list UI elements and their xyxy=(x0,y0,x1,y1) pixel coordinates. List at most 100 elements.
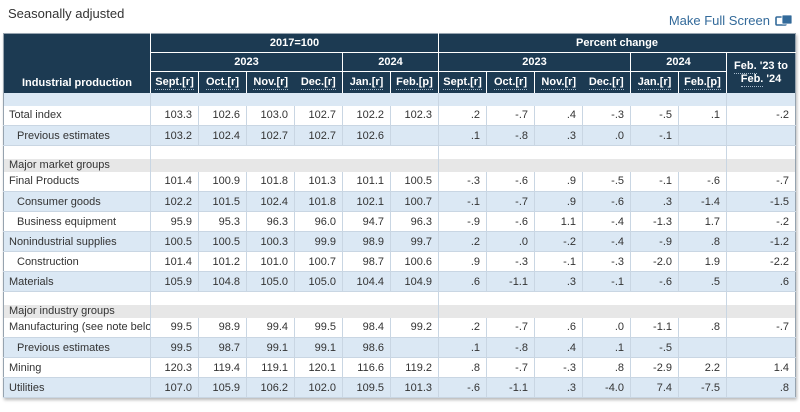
value-cell: -.6 xyxy=(438,377,487,398)
spacer-row xyxy=(4,145,796,159)
value-cell: 102.2 xyxy=(342,105,391,126)
row-label: Mining xyxy=(3,357,151,378)
value-cell: 101.4 xyxy=(150,251,199,272)
value-cell: 95.3 xyxy=(198,211,247,232)
value-cell: 109.5 xyxy=(342,377,391,398)
value-cell xyxy=(725,125,796,146)
empty-cell xyxy=(438,92,727,106)
value-cell: 99.5 xyxy=(294,317,343,338)
value-cell: 99.4 xyxy=(246,317,295,338)
make-full-screen-link[interactable]: Make Full Screen xyxy=(669,13,793,28)
empty-cell xyxy=(725,92,796,106)
value-cell: .1 xyxy=(678,105,727,126)
table-row: Previous estimates 103.2 102.4 102.7 102.7 10… xyxy=(3,125,796,146)
value-cell: .8 xyxy=(582,357,631,378)
value-cell: 119.1 xyxy=(246,357,295,378)
value-cell: .8 xyxy=(678,231,727,252)
year-header-2023-pct: 2023 xyxy=(438,52,631,72)
value-cell: -.1 xyxy=(438,191,487,212)
row-label: Nonindustrial supplies xyxy=(3,231,151,252)
empty-cell xyxy=(150,145,439,159)
col-header-dec-r[interactable]: Dec.[r] xyxy=(582,71,631,93)
col-header-sept-r[interactable]: Sept.[r] xyxy=(150,71,199,93)
col-header-oct-r[interactable]: Oct.[r] xyxy=(486,71,535,93)
col-header-jan-r[interactable]: Jan.[r] xyxy=(630,71,679,93)
value-cell: 107.0 xyxy=(150,377,199,398)
value-cell xyxy=(390,125,439,146)
col-header-dec-r[interactable]: Dec.[r] xyxy=(294,71,343,93)
value-cell: 98.6 xyxy=(342,337,391,358)
value-cell: -.1 xyxy=(630,125,679,146)
value-cell: 98.7 xyxy=(198,337,247,358)
value-cell: 102.6 xyxy=(198,105,247,126)
value-cell: 102.7 xyxy=(246,125,295,146)
industrial-production-table: Industrial production 2017=100 Percent c… xyxy=(3,33,797,398)
table-row: Nonindustrial supplies 100.5 100.5 100.3 99.… xyxy=(3,231,796,252)
value-cell: -.7 xyxy=(486,191,535,212)
value-cell: 120.1 xyxy=(294,357,343,378)
value-cell: 102.6 xyxy=(342,125,391,146)
table-row: Construction 101.4 101.2 101.0 100.7 98.7 100.… xyxy=(3,251,796,272)
value-cell: -.2 xyxy=(725,211,796,232)
value-cell: -.3 xyxy=(486,251,535,272)
group-header-percent-change: Percent change xyxy=(437,33,796,53)
table-row: Consumer goods 102.2 101.5 102.4 101.8 102.1 1… xyxy=(3,191,796,212)
value-cell: .1 xyxy=(438,125,487,146)
empty-cell xyxy=(438,304,727,318)
value-cell: -.6 xyxy=(486,211,535,232)
value-cell: -.6 xyxy=(582,191,631,212)
value-cell: 98.4 xyxy=(342,317,391,338)
value-cell: -.8 xyxy=(486,125,535,146)
value-cell: 101.4 xyxy=(150,171,199,192)
col-header-feb-p[interactable]: Feb.[p] xyxy=(390,71,439,93)
value-cell: 119.4 xyxy=(198,357,247,378)
col-header-feb23-to-feb24[interactable]: Feb. '23 to Feb. '24 xyxy=(725,52,796,93)
value-cell: -.9 xyxy=(438,211,487,232)
value-cell: -.7 xyxy=(486,317,535,338)
value-cell: 1.7 xyxy=(678,211,727,232)
table-row: Mining 120.3 119.4 119.1 120.1 116.6 119.2.8 -.… xyxy=(3,357,796,378)
spacer-row xyxy=(3,92,796,106)
empty-cell xyxy=(438,145,727,159)
value-cell: 104.9 xyxy=(390,271,439,292)
empty-cell xyxy=(725,158,796,172)
section-row: Major market groups xyxy=(3,158,796,172)
value-cell: -.7 xyxy=(725,317,796,338)
col-header-feb-p[interactable]: Feb.[p] xyxy=(678,71,727,93)
col-header-nov-r[interactable]: Nov.[r] xyxy=(534,71,583,93)
value-cell: .6 xyxy=(438,271,487,292)
col-header-jan-r[interactable]: Jan.[r] xyxy=(342,71,391,93)
col-header-nov-r[interactable]: Nov.[r] xyxy=(246,71,295,93)
empty-cell xyxy=(725,145,796,159)
value-cell: -.2 xyxy=(534,231,583,252)
value-cell: .1 xyxy=(582,337,631,358)
col-header-oct-r[interactable]: Oct.[r] xyxy=(198,71,247,93)
value-cell: 98.9 xyxy=(198,317,247,338)
value-cell: -.6 xyxy=(630,271,679,292)
col-header-sept-r[interactable]: Sept.[r] xyxy=(438,71,487,93)
value-cell: .0 xyxy=(582,317,631,338)
value-cell: 105.0 xyxy=(246,271,295,292)
value-cell: -1.4 xyxy=(678,191,727,212)
value-cell: -1.5 xyxy=(725,191,796,212)
value-cell: -1.2 xyxy=(725,231,796,252)
section-row: Major industry groups xyxy=(3,304,796,318)
value-cell: 100.7 xyxy=(294,251,343,272)
empty-cell xyxy=(725,291,796,305)
value-cell: 99.1 xyxy=(246,337,295,358)
empty-cell xyxy=(438,158,727,172)
row-label: Materials xyxy=(3,271,151,292)
value-cell: 101.1 xyxy=(342,171,391,192)
value-cell: 100.6 xyxy=(390,251,439,272)
value-cell: 102.1 xyxy=(342,191,391,212)
value-cell: .3 xyxy=(630,191,679,212)
value-cell: 96.3 xyxy=(390,211,439,232)
value-cell: .4 xyxy=(534,105,583,126)
value-cell: 1.1 xyxy=(534,211,583,232)
spacer-row xyxy=(4,291,796,305)
value-cell: 99.5 xyxy=(150,337,199,358)
value-cell: 102.0 xyxy=(294,377,343,398)
value-cell: 98.9 xyxy=(342,231,391,252)
value-cell xyxy=(678,337,727,358)
value-cell: -7.5 xyxy=(678,377,727,398)
